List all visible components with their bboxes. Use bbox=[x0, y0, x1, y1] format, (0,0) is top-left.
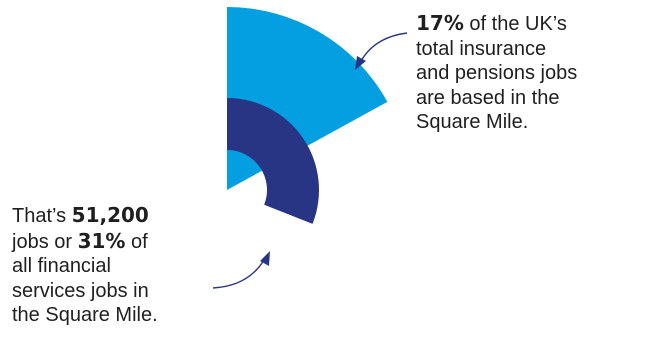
arrow-head-top-icon bbox=[355, 56, 366, 70]
callout-right-line-1: 17% of the UK’s bbox=[416, 11, 567, 35]
callout-left-line-3: all financial bbox=[12, 255, 111, 277]
arrow-to-outer-wedge bbox=[360, 32, 408, 62]
callout-right-line-2: total insurance bbox=[416, 37, 547, 60]
arrow-head-bottom-icon bbox=[260, 251, 270, 266]
callout-left-line-2: jobs or 31% of bbox=[12, 228, 148, 253]
callout-financial-services: That’s 51,200 jobs or 31% of all financi… bbox=[12, 203, 222, 328]
callout-right-line-3: and pensions jobs bbox=[416, 62, 578, 84]
callout-left-line-1: That’s 51,200 bbox=[12, 203, 149, 227]
arrow-to-inner-wedge bbox=[212, 259, 265, 289]
callout-insurance-pensions: 17% of the UK’s total insurance and pens… bbox=[416, 11, 646, 135]
callout-left-line-5: the Square Mile. bbox=[12, 304, 158, 326]
highlight-31-percent: 31% bbox=[77, 228, 126, 253]
callout-right-line-5: Square Mile. bbox=[416, 111, 529, 133]
inner-wedge-31-percent bbox=[227, 98, 320, 224]
highlight-jobs-count: 51,200 bbox=[71, 203, 149, 227]
callout-left-line-4: services jobs in bbox=[12, 279, 149, 302]
callout-right-line-4: are based in the bbox=[416, 86, 560, 109]
highlight-17-percent: 17% bbox=[416, 11, 464, 35]
